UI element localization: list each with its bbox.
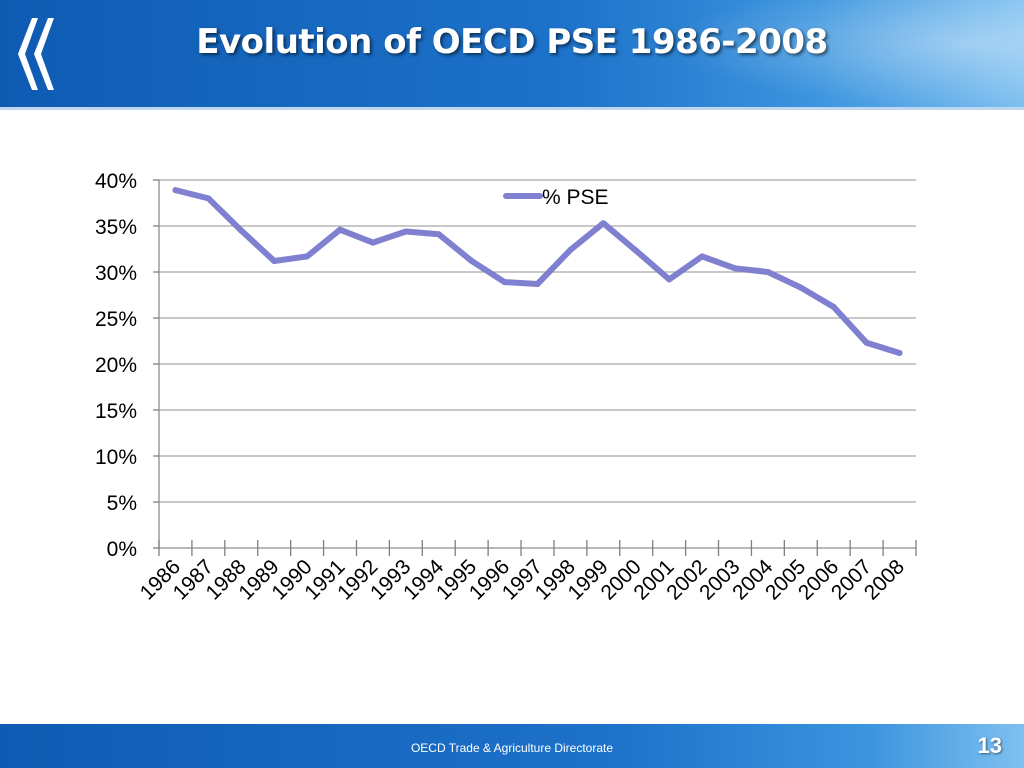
footer-text: OECD Trade & Agriculture Directorate	[410, 741, 614, 755]
data-point	[896, 350, 903, 356]
data-point	[304, 253, 311, 260]
y-axis-tick-labels: 0% 5% 10% 15% 20% 25% 30% 35% 40%	[95, 170, 137, 561]
x-axis-tick-labels: 1986198719881989199019911992199319941995…	[136, 555, 909, 605]
y-tick-label: 35%	[95, 216, 137, 239]
y-tick-label: 5%	[107, 492, 137, 515]
data-point	[633, 247, 640, 254]
data-point	[534, 281, 541, 287]
title-bar: Evolution of OECD PSE 1986-2008	[0, 0, 1024, 110]
data-point	[271, 258, 278, 264]
data-point	[435, 231, 442, 238]
legend-label: % PSE	[542, 186, 609, 209]
data-point	[205, 195, 212, 202]
y-tick-label: 10%	[95, 446, 137, 469]
y-tick-label: 15%	[95, 400, 137, 423]
data-point	[238, 227, 245, 234]
data-point	[863, 339, 870, 346]
header-glow	[664, 0, 1024, 107]
data-point	[468, 258, 475, 264]
axes	[153, 179, 917, 556]
data-point	[764, 269, 771, 275]
y-tick-label: 25%	[95, 308, 137, 331]
y-tick-label: 20%	[95, 354, 137, 377]
data-point	[699, 253, 706, 260]
pse-line-chart: 0% 5% 10% 15% 20% 25% 30% 35% 40% 19861987198819…	[95, 170, 917, 605]
series-layer	[172, 187, 903, 356]
data-point	[600, 220, 607, 227]
page-title: Evolution of OECD PSE 1986-2008	[196, 22, 828, 62]
data-point	[666, 276, 673, 283]
page-number: 13	[977, 733, 1002, 758]
data-point	[402, 228, 409, 235]
data-point	[567, 246, 574, 253]
y-tick-label: 30%	[95, 262, 137, 285]
y-tick-label: 0%	[107, 538, 137, 561]
y-tick-label: 40%	[95, 170, 137, 193]
data-point	[337, 226, 343, 233]
data-point	[797, 284, 804, 291]
data-point	[369, 239, 376, 246]
data-point	[172, 187, 179, 194]
data-point	[830, 304, 837, 310]
oecd-chevron-logo-icon	[18, 18, 54, 90]
footer-bar: OECD Trade & Agriculture Directorate 13	[0, 724, 1024, 768]
grid-lines	[159, 179, 916, 503]
legend: % PSE	[503, 186, 609, 209]
data-point	[732, 265, 738, 272]
data-point	[501, 279, 508, 286]
